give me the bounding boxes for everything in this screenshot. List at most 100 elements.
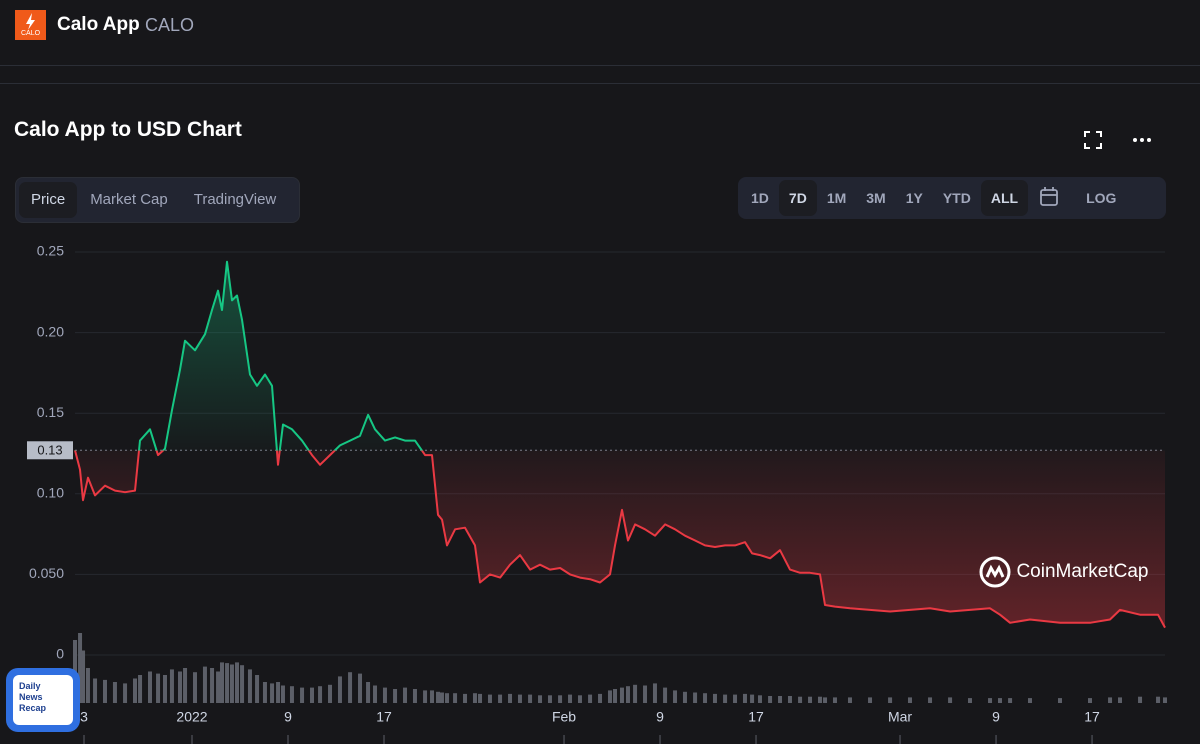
volume-bar — [202, 666, 207, 703]
badge-inner: Daily News Recap — [13, 675, 73, 725]
volume-bar — [225, 663, 230, 703]
range-button[interactable]: 1Y — [905, 190, 923, 206]
volume-bar — [588, 694, 593, 703]
volume-bar — [768, 696, 773, 703]
volume-bar — [868, 697, 873, 703]
volume-bar — [693, 692, 698, 703]
watermark-logo — [979, 556, 1011, 588]
volume-bar — [988, 698, 993, 703]
divider — [0, 65, 1200, 66]
volume-bar — [967, 698, 972, 703]
coin-symbol: CALO — [145, 15, 195, 35]
tab-group: Price Market Cap TradingView — [15, 177, 300, 223]
range-button[interactable]: 1D — [751, 190, 769, 206]
volume-bar — [439, 692, 444, 703]
volume-bar — [928, 697, 933, 703]
volume-bar — [1008, 698, 1013, 703]
volume-bar — [742, 693, 747, 703]
volume-bar — [682, 691, 687, 703]
volume-bar — [478, 693, 483, 703]
logo: CALO — [15, 10, 46, 40]
tab-button[interactable]: Price — [19, 182, 78, 218]
volume-bar — [577, 695, 582, 703]
x-tick-label: 17 — [748, 709, 764, 725]
volume-bar — [280, 685, 285, 703]
volume-bar — [723, 694, 728, 703]
range-button[interactable]: 3M — [866, 190, 886, 206]
volume-bar — [240, 665, 245, 703]
volume-bar — [750, 694, 755, 703]
volume-bar — [663, 687, 668, 703]
tab-button[interactable]: Market Cap — [90, 191, 168, 208]
volume-bar — [133, 678, 138, 703]
volume-bar — [778, 696, 783, 703]
volume-bar — [619, 687, 624, 703]
volume-bar — [85, 668, 90, 703]
volume-bar — [289, 686, 294, 703]
chart-title: Calo App to USD Chart — [14, 118, 242, 141]
volume-bar — [193, 672, 198, 703]
tab-button[interactable]: TradingView — [193, 191, 277, 208]
x-tick-label: 9 — [284, 709, 292, 725]
coin-name: Calo App — [57, 14, 140, 35]
volume-bar — [382, 687, 387, 703]
volume-bar — [270, 683, 275, 703]
volume-bar — [445, 693, 450, 703]
volume-bar — [757, 695, 762, 703]
badge-text: Daily News Recap — [19, 681, 46, 714]
more-button[interactable] — [1130, 129, 1156, 151]
volume-bar — [643, 685, 648, 703]
volume-bar — [607, 690, 612, 703]
volume-bar — [1057, 698, 1062, 703]
volume-bar — [948, 697, 953, 703]
range-button[interactable]: YTD — [942, 190, 971, 206]
volume-bar — [733, 694, 738, 703]
volume-bar — [453, 693, 458, 703]
volume-bar — [328, 684, 333, 703]
volume-bar — [712, 693, 717, 703]
fullscreen-button[interactable] — [1082, 129, 1104, 151]
volume-bar — [348, 672, 353, 703]
volume-bar — [1087, 698, 1092, 703]
price-label: 0.13 — [37, 443, 62, 458]
volume-bar — [508, 693, 513, 703]
volume-bar — [412, 689, 417, 703]
watermark-text: CoinMarketCap — [1016, 561, 1149, 582]
volume-bar — [673, 690, 678, 703]
log-button[interactable]: LOG — [1086, 190, 1117, 206]
volume-bar — [538, 695, 543, 703]
y-tick-label: 0 — [56, 646, 64, 662]
volume-bar — [169, 669, 174, 703]
x-tick-label: Feb — [552, 709, 576, 725]
volume-bar — [318, 686, 323, 703]
y-tick-label: 0.050 — [29, 565, 64, 581]
volume-bar — [183, 668, 188, 703]
calendar-button[interactable] — [1028, 180, 1068, 216]
badge-line: News — [19, 692, 43, 702]
volume-bar — [393, 689, 398, 703]
volume-bar — [1156, 696, 1161, 703]
volume-bar — [210, 668, 215, 703]
volume-bar — [463, 693, 468, 703]
x-tick-label: 17 — [1084, 709, 1100, 725]
volume-bar — [138, 675, 143, 703]
x-tick-label: 9 — [992, 709, 1000, 725]
range-button[interactable]: 1M — [826, 190, 847, 206]
volume-bar — [1108, 697, 1113, 703]
volume-bar — [817, 696, 822, 703]
volume-bar — [1117, 697, 1122, 703]
x-tick-label: 2022 — [176, 709, 207, 725]
divider — [0, 83, 1200, 84]
volume-bar — [255, 675, 260, 703]
range-button[interactable]: 7D — [778, 180, 817, 216]
logo-icon — [26, 13, 35, 30]
watermark: CoinMarketCap — [978, 555, 1148, 589]
volume-bar — [337, 676, 342, 703]
volume-bar — [888, 697, 893, 703]
range-button[interactable]: ALL — [980, 180, 1029, 216]
volume-bar — [598, 693, 603, 703]
volume-bar — [423, 690, 428, 703]
volume-bar — [498, 694, 503, 703]
volume-bar — [1027, 698, 1032, 703]
